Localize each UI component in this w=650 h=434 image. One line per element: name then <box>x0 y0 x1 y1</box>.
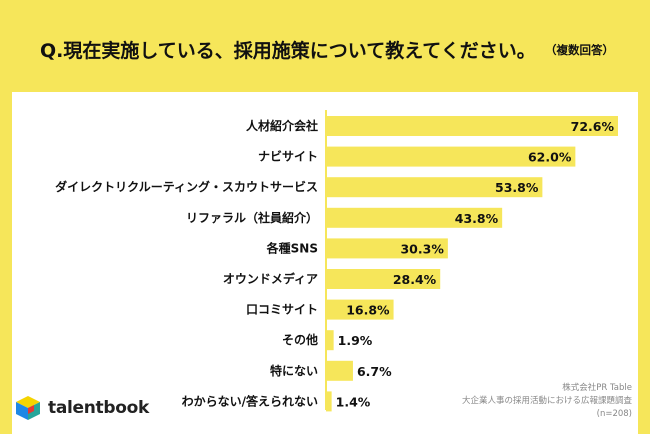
bar-3 <box>326 207 503 228</box>
category-label-2: ダイレクトリクルーティング・スカウトサービス <box>55 179 318 194</box>
bar-0 <box>326 116 618 136</box>
bar-5 <box>326 269 441 289</box>
talentbook-cube-icon <box>16 396 40 420</box>
value-label-5: 28.4% <box>393 272 437 287</box>
multiple-answer-note: （複数回答） <box>545 43 614 57</box>
category-label-0: 人材紹介会社 <box>246 118 318 133</box>
value-label-8: 6.7% <box>357 364 392 379</box>
source-note: 株式会社PR Table 大企業人事の採用活動における広報課題調査 (n=208… <box>432 382 632 421</box>
bar-chart: 人材紹介会社 72.6% ナビサイト 62.0% ダイレクトリクルーティング・スカウトサ… <box>55 110 618 412</box>
bar-6 <box>326 299 394 320</box>
value-label-6: 16.8% <box>346 303 390 318</box>
value-label-4: 30.3% <box>400 241 444 256</box>
category-label-4: 各種SNS <box>266 240 318 255</box>
category-label-1: ナビサイト <box>258 149 318 164</box>
category-label-5: オウンドメディア <box>223 271 318 286</box>
bar-4 <box>326 238 448 259</box>
talentbook-logo: talentbook <box>14 393 149 423</box>
bar-8 <box>326 360 353 381</box>
category-label-7: その他 <box>282 332 318 347</box>
source-company: 株式会社PR Table <box>562 383 632 393</box>
question-title: Q.現在実施している、採用施策について教えてください。 <box>40 40 536 62</box>
logo-text: talentbook <box>48 398 150 418</box>
value-label-9: 1.4% <box>336 394 371 409</box>
bar-9 <box>326 391 332 412</box>
category-label-3: リファラル（社員紹介） <box>186 210 318 225</box>
bar-2 <box>326 177 543 198</box>
value-label-2: 53.8% <box>495 180 539 195</box>
category-label-9: わからない/答えられない <box>182 393 318 408</box>
value-label-3: 43.8% <box>455 211 499 226</box>
chart-panel: 人材紹介会社 72.6% ナビサイト 62.0% ダイレクトリクルーティング・スカウトサ… <box>12 92 638 434</box>
source-sample-size: (n=208) <box>596 409 632 419</box>
category-label-8: 特にない <box>270 363 318 378</box>
value-label-1: 62.0% <box>528 150 572 165</box>
bar-7 <box>326 330 334 351</box>
source-survey: 大企業人事の採用活動における広報課題調査 <box>461 396 632 406</box>
header: Q.現在実施している、採用施策について教えてください。 （複数回答） <box>0 0 650 92</box>
category-label-6: 口コミサイト <box>246 303 318 317</box>
value-label-7: 1.9% <box>338 333 373 348</box>
value-label-0: 72.6% <box>571 119 615 134</box>
bar-1 <box>326 146 576 167</box>
